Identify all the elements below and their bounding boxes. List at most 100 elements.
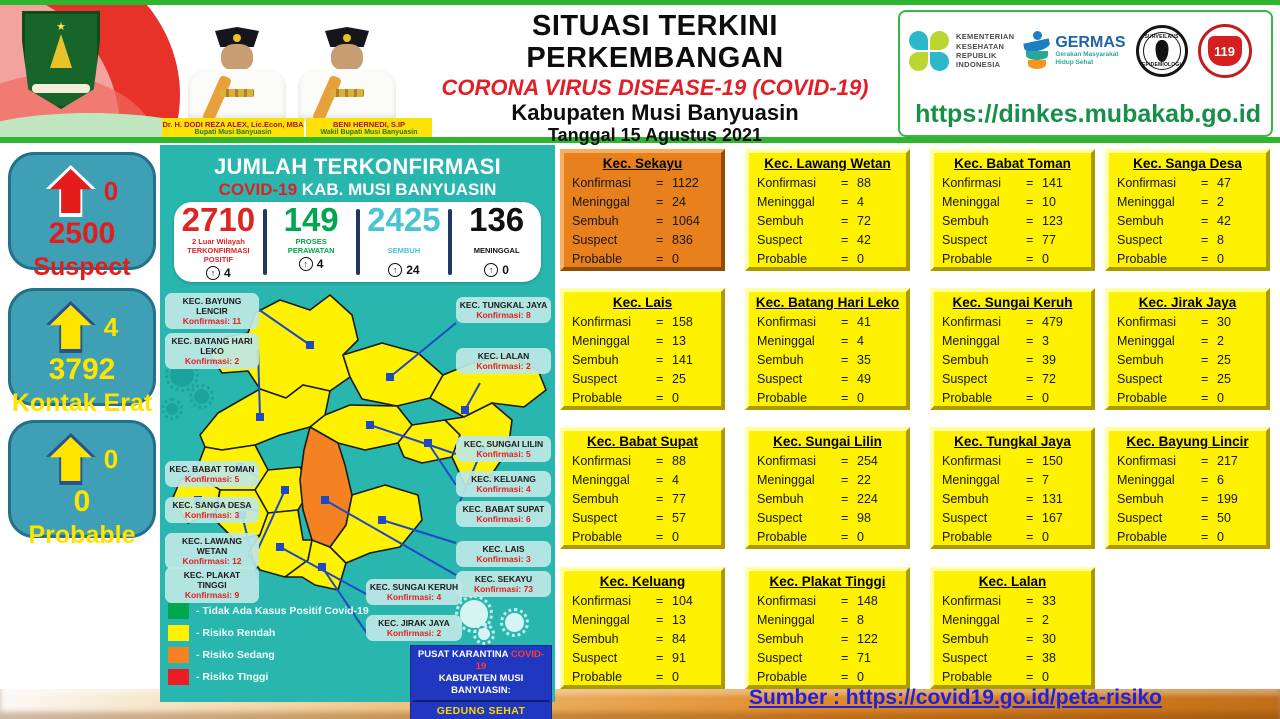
map-label-sungai-keruh: KEC. SUNGAI KERUH Konfirmasi: 4: [366, 579, 462, 605]
circled-up-arrow-icon: ↑: [484, 263, 499, 277]
district-card-sekayu: Kec. Sekayu Konfirmasi = 1122 Meninggal = 24…: [560, 149, 725, 271]
probable-label: Probable: [28, 520, 136, 549]
divider: [355, 209, 360, 275]
emergency-number: 119: [1214, 43, 1236, 59]
delta-value: 0: [502, 263, 509, 277]
konfirmasi-value: 2710: [181, 201, 256, 238]
musi-banyuasin-emblem: ★: [22, 11, 100, 109]
official-role: Wakil Bupati Musi Banyuasin: [320, 129, 418, 137]
meninggal-delta: ↑ 0: [452, 263, 541, 277]
probable-box: 0 0 Probable: [8, 420, 156, 549]
delta-value: 24: [406, 263, 420, 277]
circled-up-arrow-icon: ↑: [388, 263, 403, 277]
suspect-total: 2500: [48, 217, 116, 250]
official-name: Dr. H. DODI REZA ALEX, Lic.Econ, MBA: [162, 120, 304, 129]
district-card-lais: Kec. Lais Konfirmasi = 158 Meninggal = 13 Se…: [560, 288, 725, 410]
map-label-babat-supat: KEC. BABAT SUPAT Konfirmasi: 6: [456, 501, 551, 527]
title-line-3: Kabupaten Musi Banyuasin: [511, 100, 799, 126]
virus-icon: [161, 398, 183, 420]
circled-up-arrow-icon: ↑: [206, 266, 221, 280]
map-label-sekayu: KEC. SEKAYU Konfirmasi: 73: [456, 571, 551, 597]
perawatan-delta: ↑ 4: [267, 257, 356, 271]
map-panel: JUMLAH TERKONFIRMASI COVID-19 KAB. MUSI …: [160, 145, 555, 719]
title-line-1: SITUASI TERKINI PERKEMBANGAN: [526, 10, 784, 74]
map-label-lalan: KEC. LALAN Konfirmasi: 2: [456, 348, 551, 374]
legend-swatch-orange: [168, 647, 189, 663]
stat-meninggal: 136 MENINGGAL ↑ 0: [452, 202, 541, 282]
emergency-119-badge-icon: 119: [1197, 24, 1252, 78]
district-card-babat-toman: Kec. Babat Toman Konfirmasi = 141 Meningga…: [930, 149, 1095, 271]
probable-delta: 0: [103, 443, 119, 474]
logo-row: KEMENTERIAN KESEHATAN REPUBLIK INDONESIA…: [908, 20, 1265, 82]
peci-hat-icon: [325, 27, 369, 47]
medals: [220, 89, 254, 97]
official-role: Bupati Musi Banyuasin: [194, 129, 272, 137]
kemenkes-clover-icon: [908, 30, 950, 72]
quarantine-location: GEDUNG SEHAT RUSUNAWA: [436, 704, 526, 719]
risk-legend: - Tidak Ada Kasus Positif Covid-19 - Ris…: [168, 603, 369, 691]
official-nameplate-wakil: BENI HERNEDI, S.IP Wakil Bupati Musi Ban…: [306, 118, 432, 137]
kontak-erat-total: 3792: [48, 353, 116, 386]
legend-row: - Tidak Ada Kasus Positif Covid-19: [168, 603, 369, 619]
suspect-label: Suspect: [33, 252, 131, 281]
source-link[interactable]: Sumber : https://covid19.go.id/peta-risi…: [748, 686, 1162, 709]
district-card-sungai-lilin: Kec. Sungai Lilin Konfirmasi = 254 Meningg…: [745, 427, 910, 549]
delta-value: 4: [316, 257, 324, 271]
up-arrow-icon: [45, 165, 96, 217]
stat-konfirmasi: 2710 2 Luar Wilayah TERKONFIRMASI POSITI…: [174, 202, 263, 282]
circled-up-arrow-icon: ↑: [298, 257, 313, 271]
official-nameplate-bupati: Dr. H. DODI REZA ALEX, Lic.Econ, MBA Bup…: [162, 118, 304, 137]
stat-sembuh: 2425 SEMBUH ↑ 24: [360, 202, 449, 282]
probable-total: 0: [73, 485, 91, 518]
map-label-batang-hari-leko: KEC. BATANG HARI LEKO Konfirmasi: 2: [165, 333, 259, 369]
map-panel-subtitle: COVID-19 KAB. MUSI BANYUASIN: [160, 180, 555, 200]
perawatan-value: 149: [283, 201, 339, 238]
divider: [262, 209, 267, 275]
district-card-bayung-lincir: Kec. Bayung Lincir Konfirmasi = 217 Mening…: [1105, 427, 1270, 549]
stamp-center-shape: [1155, 40, 1169, 62]
virus-icon: [473, 623, 495, 645]
subtitle-covid19: COVID-19: [218, 180, 298, 199]
map-label-jirak-jaya: KEC. JIRAK JAYA Konfirmasi: 2: [366, 615, 462, 641]
delta-value: 4: [224, 266, 231, 280]
title-line-2: CORONA VIRUS DISEASE-19 (COVID-19): [441, 74, 869, 100]
suspect-box: 0 2500 Suspect: [8, 152, 156, 281]
legend-swatch-yellow: [168, 625, 189, 641]
virus-icon: [500, 608, 529, 637]
map-district-sekayu: [299, 426, 353, 548]
germas-figure-icon: [1023, 31, 1052, 71]
district-card-keluang: Kec. Keluang Konfirmasi = 104 Meninggal = 13…: [560, 567, 725, 689]
face: [221, 44, 253, 71]
konfirmasi-delta: ↑ 4: [174, 266, 263, 280]
flag-decoration: ★ Dr. H. DODI REZA ALEX, Lic.Econ, MBA: [0, 5, 440, 137]
sembuh-delta: ↑ 24: [360, 263, 449, 277]
official-name: BENI HERNEDI, S.IP: [332, 120, 406, 129]
district-card-lalan: Kec. Lalan Konfirmasi = 33 Meninggal = 2 Sem…: [930, 567, 1095, 689]
meninggal-label: MENINGGAL: [473, 246, 520, 255]
map-label-lais: KEC. LAIS Konfirmasi: 3: [456, 541, 551, 567]
map-panel-title: JUMLAH TERKONFIRMASI: [213, 154, 502, 179]
emblem-banner: [32, 84, 90, 94]
kontak-erat-box: 4 3792 Kontak Erat: [8, 288, 156, 417]
map-label-plakat-tinggi: KEC. PLAKAT TINGGI Konfirmasi: 9: [165, 567, 259, 603]
up-arrow-icon: [45, 433, 96, 485]
district-card-plakat-tinggi: Kec. Plakat Tinggi Konfirmasi = 148 Mening…: [745, 567, 910, 689]
konfirmasi-label: 2 Luar Wilayah TERKONFIRMASI POSITIF: [187, 237, 250, 264]
district-card-lawang-wetan: Kec. Lawang Wetan Konfirmasi = 88 Meningga…: [745, 149, 910, 271]
virus-icon: [455, 595, 493, 633]
surveilans-epidemiologi-stamp-icon: SURVEILANS EPIDEMIOLOGI: [1135, 25, 1188, 77]
sembuh-label: SEMBUH: [387, 246, 421, 255]
kontak-erat-label: Kontak Erat: [11, 388, 153, 417]
germas-logo-subtext: Gerakan Masyarakat Hidup Sehat: [1055, 51, 1119, 66]
divider: [448, 209, 453, 275]
map-label-sanga-desa: KEC. SANGA DESA Konfirmasi: 3: [165, 497, 259, 523]
emblem-derrick-icon: [50, 34, 72, 69]
district-card-babat-supat: Kec. Babat Supat Konfirmasi = 88 Meninggal…: [560, 427, 725, 549]
stamp-text-bottom: EPIDEMIOLOGI: [1142, 62, 1182, 68]
dinkes-website-link[interactable]: https://dinkes.mubakab.go.id: [915, 100, 1261, 128]
header: ★ Dr. H. DODI REZA ALEX, Lic.Econ, MBA: [0, 0, 1280, 167]
map-label-sungai-lilin: KEC. SUNGAI LILIN Konfirmasi: 5: [456, 436, 551, 462]
stamp-text-top: SURVEILANS: [1144, 34, 1179, 40]
district-card-tungkal-jaya: Kec. Tungkal Jaya Konfirmasi = 150 Meningg…: [930, 427, 1095, 549]
